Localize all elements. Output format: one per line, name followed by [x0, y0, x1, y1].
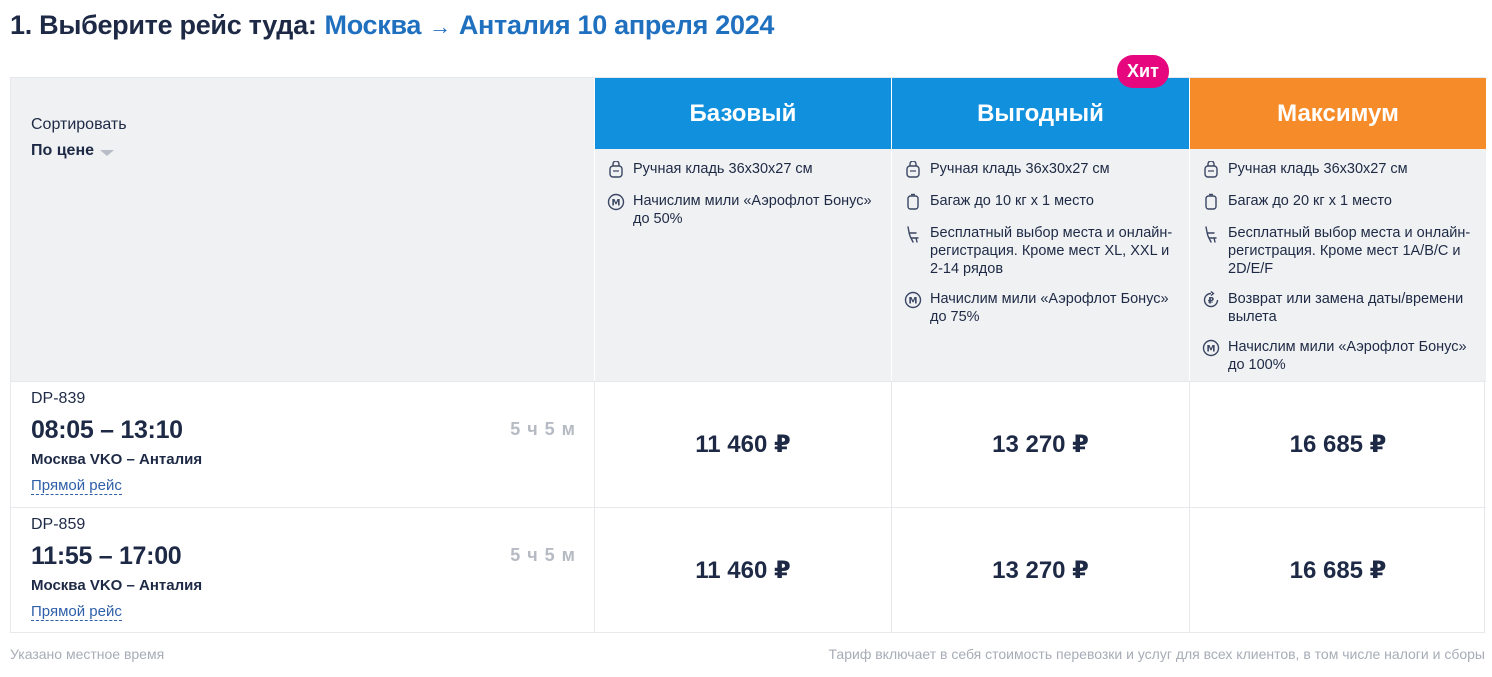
title-destination-date: Анталия 10 апреля 2024: [458, 10, 775, 40]
local-time-note: Указано местное время: [10, 646, 165, 662]
price-profitable[interactable]: 13 270 ₽: [891, 382, 1189, 507]
chevron-down-icon: [100, 150, 115, 156]
feature-item: ₽ Возврат или замена даты/времени вылета: [1200, 290, 1476, 326]
hit-badge: Хит: [1117, 55, 1169, 88]
feature-text: Ручная кладь 36x30x27 см: [1228, 161, 1408, 177]
flight-time: 08:05 – 13:10: [31, 416, 183, 444]
carry-on-icon: [605, 160, 627, 180]
title-prefix: 1. Выберите рейс туда:: [10, 10, 317, 40]
arrow-right-icon: →: [429, 14, 451, 39]
feature-text: Ручная кладь 36x30x27 см: [633, 161, 813, 177]
sort-value: По цене: [31, 142, 95, 159]
flight-row: DP-859 11:55 – 17:00 Москва VKO – Антали…: [11, 507, 1486, 633]
price-profitable[interactable]: 13 270 ₽: [891, 508, 1189, 633]
feature-item: Багаж до 20 кг х 1 место: [1200, 192, 1476, 212]
feature-item: M Начислим мили «Аэрофлот Бонус» до 50%: [605, 192, 881, 228]
luggage-icon: [902, 192, 924, 212]
miles-icon: M: [605, 192, 627, 212]
svg-text:M: M: [909, 297, 918, 307]
flight-number: DP-859: [31, 516, 86, 533]
flight-route: Москва VKO – Анталия: [31, 451, 203, 468]
feature-item: Ручная кладь 36x30x27 см: [902, 160, 1179, 180]
feature-item: Бесплатный выбор места и онлайн-регистра…: [1200, 224, 1476, 278]
price-maximum[interactable]: 16 685 ₽: [1189, 508, 1486, 633]
price-basic[interactable]: 11 460 ₽: [594, 382, 891, 507]
refund-icon: ₽: [1200, 290, 1222, 310]
feature-item: Бесплатный выбор места и онлайн-регистра…: [902, 224, 1179, 278]
flight-number: DP-839: [31, 390, 86, 407]
feature-item: M Начислим мили «Аэрофлот Бонус» до 100%: [1200, 338, 1476, 374]
flight-duration: 5 ч 5 м: [510, 419, 576, 439]
seat-icon: [902, 224, 924, 244]
fare-table: Сортировать По цене Базовый Ручная кладь…: [10, 77, 1486, 633]
luggage-icon: [1200, 192, 1222, 212]
svg-text:M: M: [1207, 345, 1216, 355]
feature-text: Ручная кладь 36x30x27 см: [930, 161, 1110, 177]
flight-duration: 5 ч 5 м: [510, 545, 576, 565]
feature-item: Ручная кладь 36x30x27 см: [605, 160, 881, 180]
feature-item: M Начислим мили «Аэрофлот Бонус» до 75%: [902, 290, 1179, 326]
svg-text:M: M: [612, 199, 621, 209]
feature-item: Багаж до 10 кг х 1 место: [902, 192, 1179, 212]
fare-header-maximum: Максимум: [1190, 78, 1486, 149]
feature-text: Багаж до 20 кг х 1 место: [1228, 193, 1392, 209]
miles-icon: M: [1200, 338, 1222, 358]
sort-label: Сортировать: [31, 116, 127, 133]
feature-text: Начислим мили «Аэрофлот Бонус» до 75%: [930, 291, 1169, 325]
flight-time: 11:55 – 17:00: [31, 542, 182, 570]
flight-info: DP-839 08:05 – 13:10 Москва VKO – Антали…: [11, 382, 594, 507]
carry-on-icon: [1200, 160, 1222, 180]
feature-text: Бесплатный выбор места и онлайн-регистра…: [1228, 225, 1471, 277]
sort-dropdown[interactable]: По цене: [31, 142, 574, 160]
direct-flight-link[interactable]: Прямой рейс: [31, 477, 122, 495]
carry-on-icon: [902, 160, 924, 180]
fare-column-profitable: Выгодный Ручная кладь 36x30x27 см Багаж …: [891, 78, 1189, 381]
svg-text:₽: ₽: [1208, 297, 1214, 307]
feature-text: Начислим мили «Аэрофлот Бонус» до 100%: [1228, 339, 1467, 373]
feature-text: Бесплатный выбор места и онлайн-регистра…: [930, 225, 1173, 277]
sort-panel: Сортировать По цене: [11, 78, 594, 381]
price-basic[interactable]: 11 460 ₽: [594, 508, 891, 633]
fare-column-basic: Базовый Ручная кладь 36x30x27 см M Начис…: [594, 78, 891, 381]
page-title: 1. Выберите рейс туда: Москва → Анталия 10 …: [10, 10, 774, 41]
feature-text: Багаж до 10 кг х 1 место: [930, 193, 1094, 209]
title-origin: Москва: [324, 10, 422, 40]
price-maximum[interactable]: 16 685 ₽: [1189, 382, 1486, 507]
fare-header-profitable: Выгодный: [892, 78, 1189, 149]
seat-icon: [1200, 224, 1222, 244]
flight-info: DP-859 11:55 – 17:00 Москва VKO – Антали…: [11, 508, 594, 633]
direct-flight-link[interactable]: Прямой рейс: [31, 603, 122, 621]
tariff-note: Тариф включает в себя стоимость перевозк…: [828, 646, 1486, 662]
fare-header-basic: Базовый: [595, 78, 891, 149]
miles-icon: M: [902, 290, 924, 310]
fare-column-maximum: Максимум Ручная кладь 36x30x27 см Багаж …: [1189, 78, 1486, 381]
feature-item: Ручная кладь 36x30x27 см: [1200, 160, 1476, 180]
flight-row: DP-839 08:05 – 13:10 Москва VKO – Антали…: [11, 381, 1486, 507]
flight-route: Москва VKO – Анталия: [31, 577, 203, 594]
feature-text: Начислим мили «Аэрофлот Бонус» до 50%: [633, 193, 872, 227]
feature-text: Возврат или замена даты/времени вылета: [1228, 291, 1464, 325]
